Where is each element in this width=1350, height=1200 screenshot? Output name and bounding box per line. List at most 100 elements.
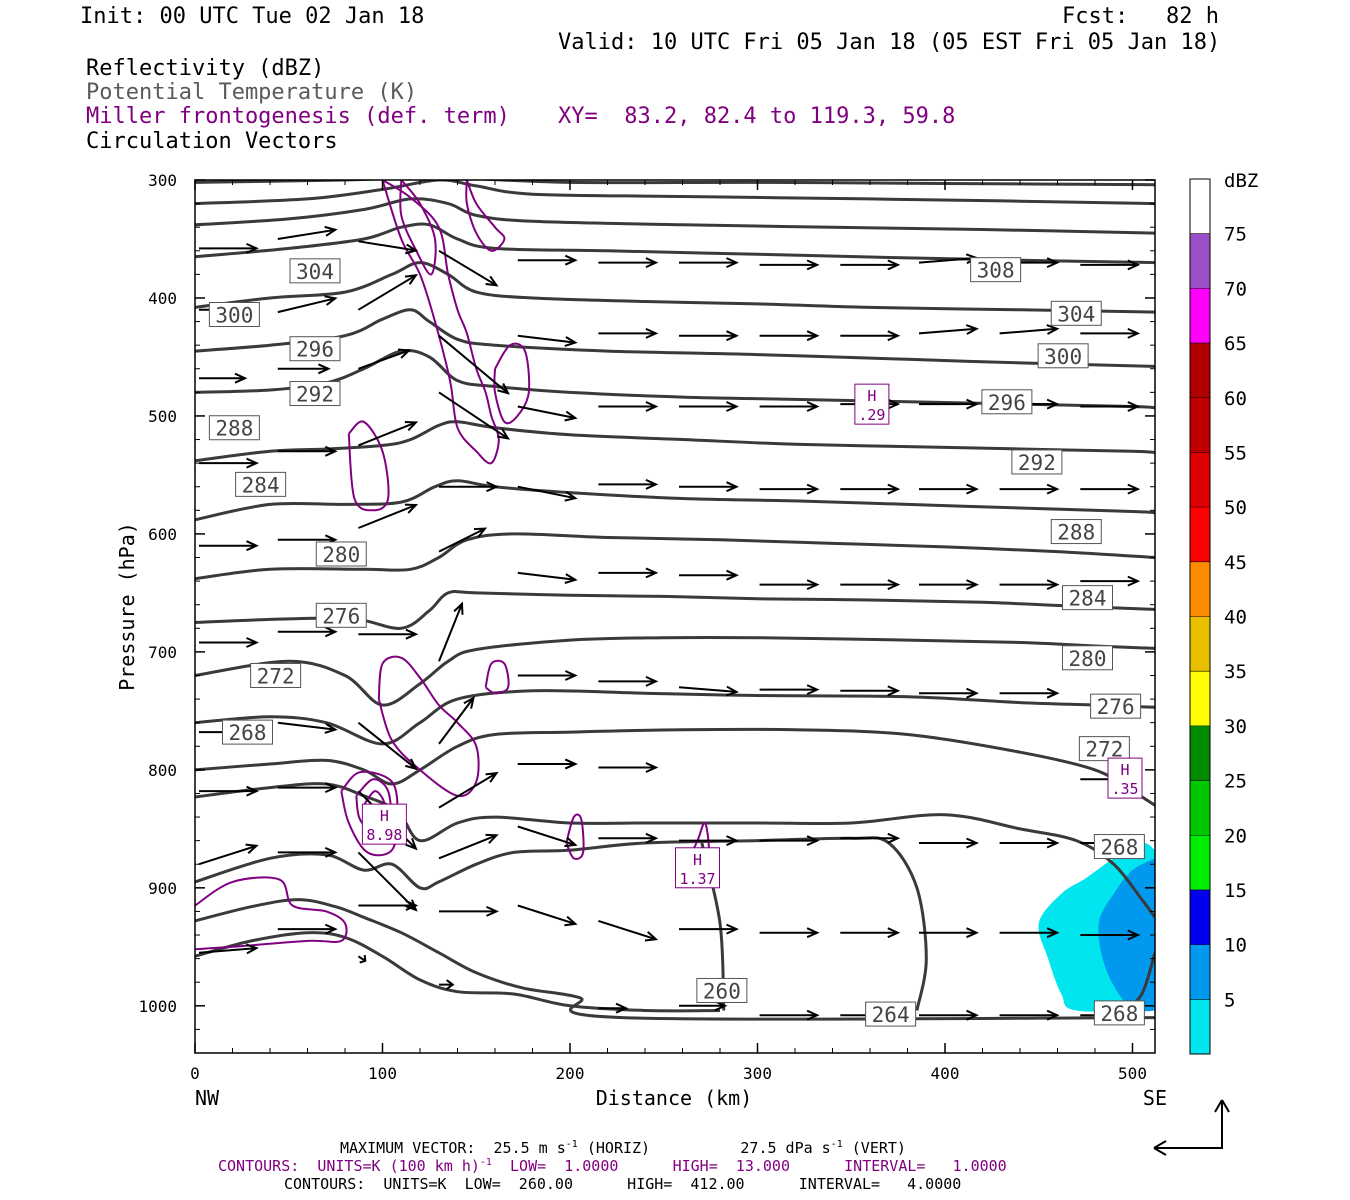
contour-label-text: 284 bbox=[242, 473, 280, 497]
contour-label-text: 300 bbox=[1044, 345, 1082, 369]
circulation-vector bbox=[840, 685, 901, 697]
circulation-vector bbox=[438, 695, 475, 745]
valid-time: Valid: 10 UTC Fri 05 Jan 18 (05 EST Fri … bbox=[558, 30, 1221, 55]
contour-label-text: 276 bbox=[1097, 695, 1135, 719]
theta-contour-320 bbox=[195, 180, 1155, 206]
contour-label-box bbox=[865, 1001, 917, 1027]
contour-label-280: 280 bbox=[1062, 645, 1113, 671]
colorbar-level-label: 65 bbox=[1224, 333, 1247, 355]
x-end-label-se: SE bbox=[1143, 1086, 1167, 1110]
contour-label-text: 304 bbox=[296, 260, 334, 284]
init-time: Init: 00 UTC Tue 02 Jan 18 bbox=[80, 4, 425, 29]
colorbar-level-label: 5 bbox=[1224, 989, 1235, 1011]
circulation-vector bbox=[517, 825, 578, 848]
circulation-vector bbox=[919, 687, 979, 699]
circulation-vector bbox=[357, 274, 419, 311]
x-tick-label: 400 bbox=[931, 1064, 960, 1083]
circulation-vector bbox=[199, 540, 259, 552]
colorbar-level-label: 30 bbox=[1224, 716, 1247, 738]
frontogenesis-contour-1 bbox=[347, 420, 390, 512]
contour-label-text: 308 bbox=[977, 259, 1015, 283]
contour-label-box bbox=[289, 258, 341, 284]
theta-contour-276 bbox=[195, 689, 1155, 746]
circulation-vector bbox=[999, 927, 1060, 939]
contour-label-280: 280 bbox=[315, 541, 367, 567]
contour-label-268: 268 bbox=[1093, 834, 1145, 860]
contour-label-box bbox=[315, 602, 367, 628]
colorbar-segment bbox=[1190, 561, 1210, 617]
contour-label-296: 296 bbox=[981, 389, 1033, 415]
contour-label-text: 288 bbox=[1057, 521, 1095, 545]
circulation-vector bbox=[840, 483, 901, 495]
circulation-vector bbox=[598, 832, 659, 844]
colorbar-segment bbox=[1190, 944, 1210, 1000]
contour-label-300: 300 bbox=[1037, 343, 1089, 369]
high-marker-letter: H bbox=[380, 807, 389, 825]
y-tick-label: 600 bbox=[148, 525, 177, 544]
contour-label-284: 284 bbox=[235, 471, 287, 497]
circulation-vector bbox=[919, 927, 979, 939]
contour-label-288: 288 bbox=[208, 415, 260, 441]
contour-label-292: 292 bbox=[289, 381, 341, 407]
forecast-label: Fcst: bbox=[1062, 4, 1129, 29]
circulation-vector bbox=[1080, 259, 1141, 271]
circulation-vector bbox=[277, 225, 338, 240]
contour-label-304: 304 bbox=[289, 258, 341, 284]
colorbar-level-label: 20 bbox=[1224, 825, 1247, 847]
circulation-vector bbox=[1080, 575, 1141, 587]
circulation-vector bbox=[439, 979, 455, 990]
contour-label-box bbox=[1090, 693, 1142, 719]
plot-frame bbox=[194, 179, 1156, 1054]
contour-label-box bbox=[250, 662, 302, 688]
contour-label-272: 272 bbox=[250, 662, 302, 688]
circulation-vector bbox=[439, 905, 499, 917]
x-tick-label: 200 bbox=[556, 1064, 585, 1083]
circulation-vector bbox=[1080, 327, 1141, 339]
contour-label-box bbox=[208, 301, 260, 327]
circulation-vector bbox=[277, 923, 338, 935]
max-vector-caption: MAXIMUM VECTOR: 25.5 m s-1 (HORIZ) 27.5 … bbox=[340, 1139, 906, 1157]
colorbar-level-label: 55 bbox=[1224, 442, 1247, 464]
x-tick-label: 300 bbox=[743, 1064, 772, 1083]
circulation-vector bbox=[999, 837, 1060, 849]
plot-axes: 300 400 500 600 700 800 900 1000 0 100 200 300 400 50… bbox=[115, 171, 1167, 1110]
circulation-vector bbox=[277, 445, 338, 457]
contour-label-box bbox=[970, 257, 1022, 283]
contour-label-box bbox=[981, 389, 1033, 415]
contour-label-box bbox=[289, 336, 341, 362]
circulation-vector bbox=[759, 401, 820, 412]
colorbar-level-label: 60 bbox=[1224, 388, 1247, 410]
colorbar-segment bbox=[1190, 889, 1210, 945]
circulation-vector bbox=[598, 567, 659, 579]
circulation-vector bbox=[918, 324, 979, 335]
circulation-vector bbox=[358, 628, 419, 640]
frontogenesis-contour-2 bbox=[377, 655, 480, 798]
circulation-vector bbox=[277, 846, 338, 858]
colorbar: 5 10 15 20 25 30 35 40 45 50 55 60 65 70 75 dBZ bbox=[1189, 170, 1258, 1055]
contour-label-box bbox=[1050, 300, 1102, 326]
contour-label-text: 268 bbox=[1100, 1002, 1138, 1026]
contour-label-300: 300 bbox=[208, 301, 260, 327]
circulation-vector bbox=[439, 481, 499, 493]
contour-label-box bbox=[208, 415, 260, 441]
circulation-vector bbox=[517, 405, 578, 422]
colorbar-level-label: 45 bbox=[1224, 552, 1247, 574]
colorbar-segment bbox=[1190, 616, 1210, 672]
circulation-vector bbox=[1080, 483, 1141, 495]
theta-contour-caption: CONTOURS: UNITS=K LOW= 260.00 HIGH= 412.… bbox=[284, 1175, 962, 1193]
frontogenesis-high-marker: H.35 bbox=[1107, 757, 1143, 799]
forecast-hour: 82 h bbox=[1166, 4, 1219, 29]
vectors-field-title: Circulation Vectors bbox=[86, 129, 338, 154]
contour-label-box bbox=[235, 471, 287, 497]
reference-vector bbox=[1153, 1099, 1230, 1156]
contour-label-box bbox=[1011, 449, 1063, 475]
contour-label-text: 284 bbox=[1069, 587, 1107, 611]
circulation-vector bbox=[358, 421, 419, 447]
theta-contour-324 bbox=[195, 180, 1155, 187]
circulation-vector bbox=[598, 257, 659, 269]
colorbar-unit: dBZ bbox=[1224, 170, 1258, 192]
contour-label-box bbox=[1050, 519, 1102, 545]
frontogenesis-high-marker: H1.37 bbox=[675, 847, 720, 889]
high-marker-box bbox=[854, 383, 890, 425]
contour-label-text: 268 bbox=[1100, 836, 1138, 860]
